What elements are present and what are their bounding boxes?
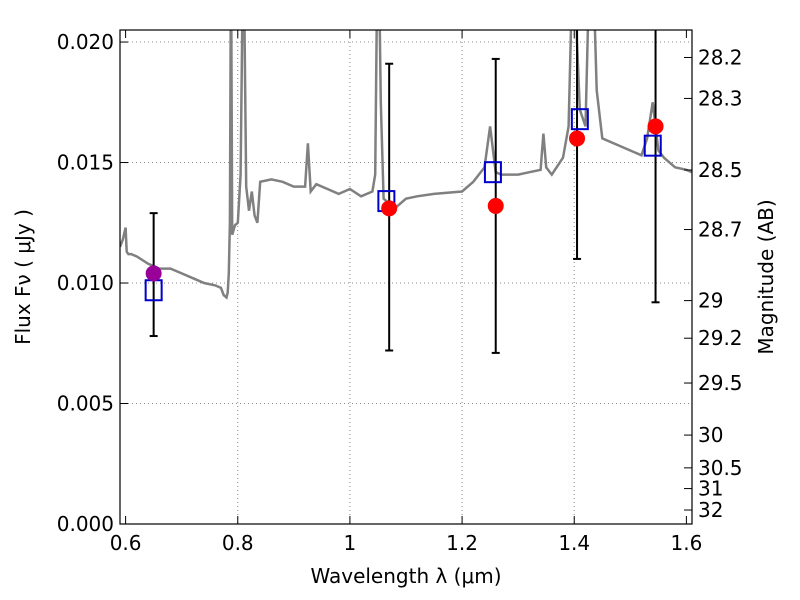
x-tick-label: 1.4 (558, 531, 590, 555)
y-axis-title: Flux Fν ( μJy ) (11, 209, 35, 345)
right-tick-label: 28.5 (698, 158, 743, 182)
plot-frame (119, 29, 693, 525)
x-axis-title: Wavelength λ (μm) (310, 564, 501, 588)
right-tick-label: 30 (698, 423, 723, 447)
y-tick-label: 0.010 (57, 271, 114, 295)
x-tick-label: 1 (344, 531, 357, 555)
x-tick-label: 1.6 (670, 531, 702, 555)
right-axis-title: Magnitude (AB) (754, 199, 778, 354)
synthetic-point (643, 134, 662, 157)
axis-ticks: 0.6 0.8 1 1.2 1.4 1.6 0.000 0.005 0.010 0.015 0.02… (57, 30, 743, 555)
synthetic-point (570, 108, 589, 131)
right-tick-label: 29 (698, 289, 723, 313)
observed-point (487, 197, 504, 214)
right-tick-label: 31 (698, 477, 723, 501)
observed-point (569, 130, 586, 147)
synthetic-point (483, 161, 502, 184)
y-tick-label: 0.020 (57, 30, 114, 54)
gridlines (120, 30, 692, 524)
y-tick-label: 0.015 (57, 151, 114, 175)
x-tick-label: 0.8 (222, 531, 254, 555)
observed-point (381, 200, 398, 217)
x-tick-label: 1.2 (446, 531, 478, 555)
x-tick-label: 0.6 (110, 531, 142, 555)
right-tick-label: 32 (698, 498, 723, 522)
y-tick-label: 0.000 (57, 512, 114, 536)
right-tick-label: 28.7 (698, 218, 743, 242)
y-tick-label: 0.005 (57, 392, 114, 416)
right-tick-label: 29.5 (698, 371, 743, 395)
plot-area (120, 30, 692, 354)
model-spectrum-line (120, 30, 692, 300)
right-tick-label: 28.2 (698, 45, 743, 69)
observed-point (647, 118, 664, 135)
right-tick-label: 29.2 (698, 326, 743, 350)
right-tick-label: 30.5 (698, 456, 743, 480)
observed-point (145, 265, 162, 282)
right-tick-label: 28.3 (698, 86, 743, 110)
